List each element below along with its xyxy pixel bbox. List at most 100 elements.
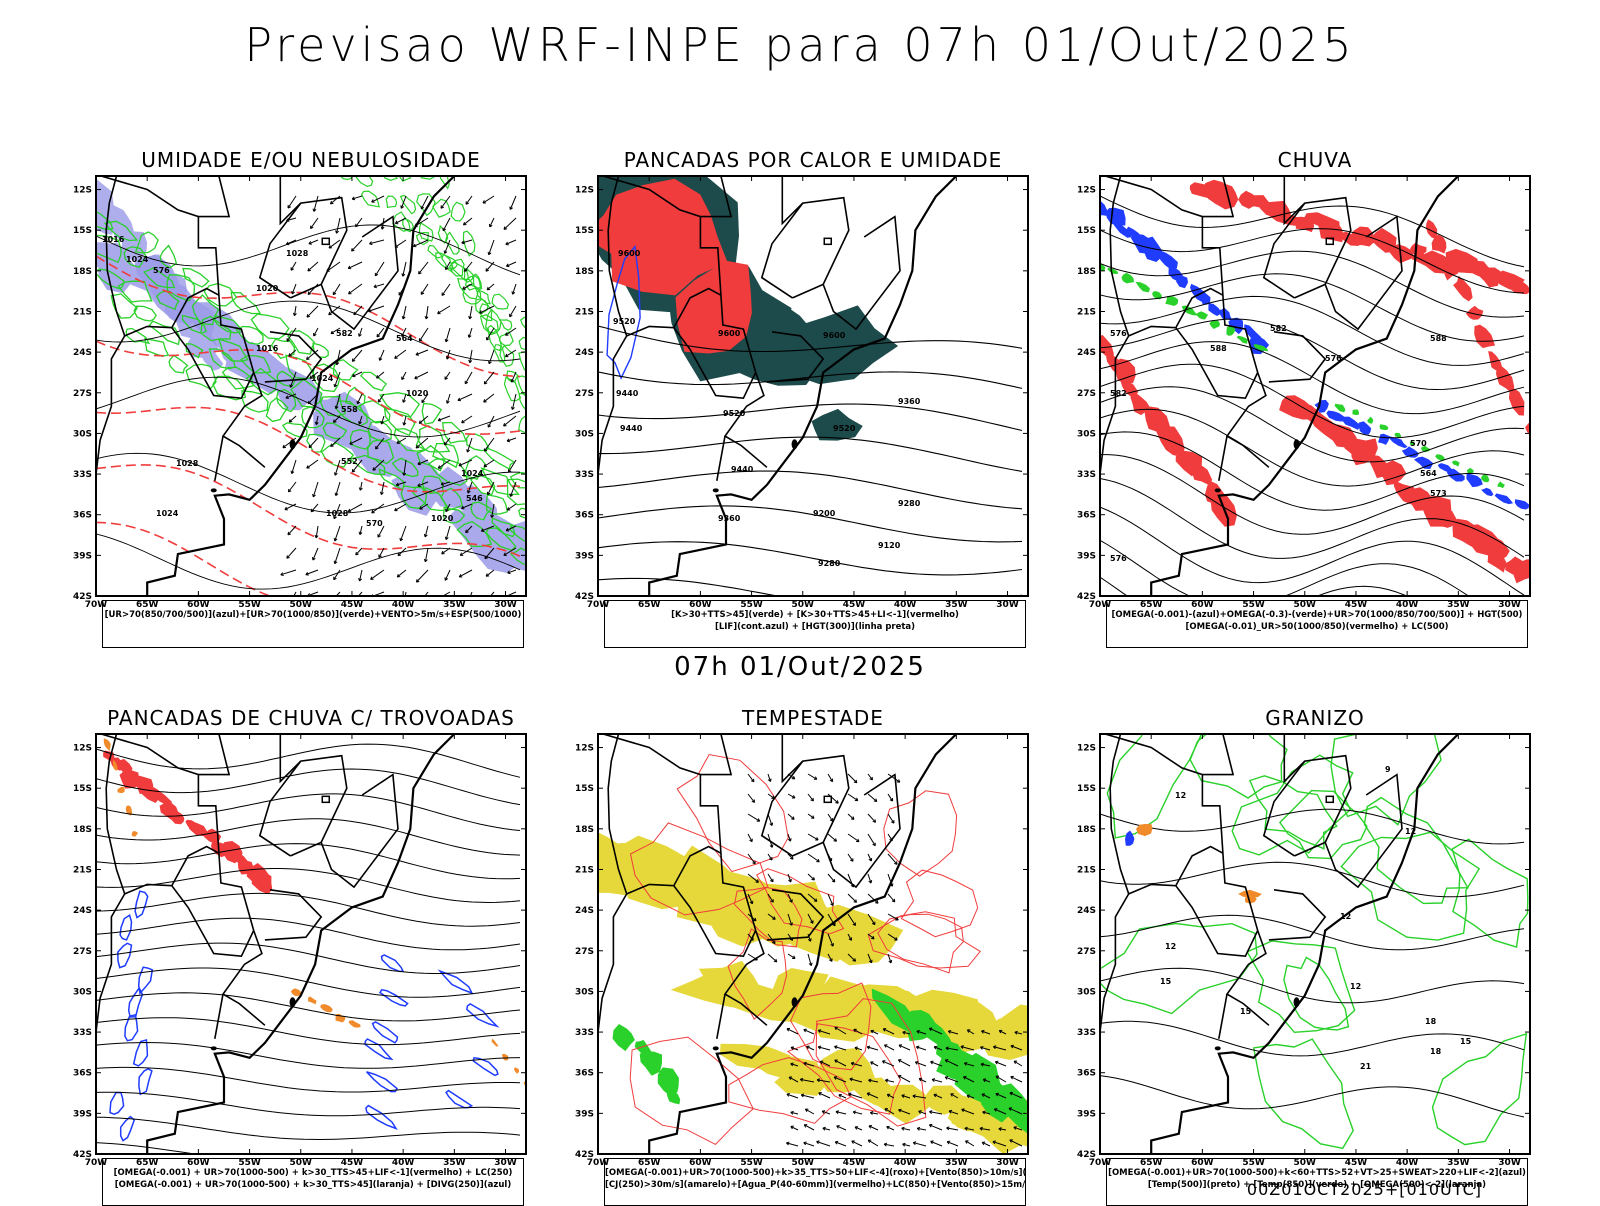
lif-contour [606,245,641,380]
wind-vector-head [791,816,795,820]
streamline-red [728,1057,852,1124]
panel-pancadas-calor: PANCADAS POR CALOR E UMIDADE 9600 9520 9600… [575,148,1029,648]
hail-blue-area [1125,830,1135,846]
k-tts-li-red-area [598,178,752,354]
wind-vector-head [483,463,487,468]
wind-vector-head [786,1093,790,1097]
wind-vector-head [788,878,792,883]
wind-vector-head [482,200,486,204]
wind-vector-head [928,1123,933,1128]
wind-vector [488,239,495,255]
wind-vector [803,1142,815,1147]
wind-vector-head [486,491,491,496]
streamline-red [786,1023,902,1115]
wind-vector [933,1094,943,1099]
wind-vector [503,547,517,556]
lon-tick-label: 50W [792,1158,815,1168]
lat-tick-label: 12S [1077,186,1096,196]
wind-vector [328,239,341,249]
wind-vector-head [789,922,793,926]
wind-vector-head [981,1093,985,1097]
wind-vector-head [810,920,814,924]
wind-vector [818,1092,831,1099]
lat-tick-label: 39S [73,1109,92,1119]
wind-vector-head [804,1108,809,1113]
wind-vector [401,327,407,337]
wind-vector-head [930,1060,934,1065]
lon-tick-label: 60W [187,1158,210,1168]
lat-tick-label: 18S [1077,825,1096,835]
wind-vector [380,481,385,495]
state-border [700,734,733,776]
wind-vector [351,239,363,252]
lat-tick-label: 12S [575,744,594,754]
wind-vector-head [915,1045,920,1050]
wind-vector-head [871,921,876,926]
wind-vector [998,1128,1007,1131]
wind-vector [512,283,517,295]
wind-vector [827,793,839,804]
wind-vector [395,217,407,224]
wind-vector-head [836,1125,840,1129]
wind-vector [505,239,517,245]
wind850-green-area [612,988,1028,1134]
wind-vector-head [483,380,488,385]
lat-tick-label: 30S [1077,987,1096,997]
wind-vector [967,1029,975,1035]
wind-vector-head [490,514,495,518]
lat-tick-label: 36S [73,1069,92,1079]
wind-vector [465,195,473,205]
wind-vector-head [441,292,445,296]
wind-vector [803,1062,815,1067]
state-border [822,773,901,889]
state-border [766,889,825,941]
state-border [602,734,768,1026]
lat-tick-label: 18S [73,825,92,835]
wind-vector-head [901,1094,905,1098]
contour-label: 9440 [616,389,639,398]
wind-vector-head [306,314,311,318]
wind-vector [373,283,385,288]
wind-vector [483,459,495,468]
wind-vector-head [395,482,400,487]
wind-vector-head [282,444,286,449]
divergence-contour [132,1039,149,1067]
wind-vector-head [787,838,792,842]
wind-vector [313,195,319,212]
wind-vector-head [444,577,449,581]
wind-vector-head [280,572,284,576]
lon-tick-label: 35W [443,1158,466,1168]
wind-vector-head [334,405,339,410]
lat-tick-label: 33S [1077,1028,1096,1038]
wind-vector-head [286,555,290,559]
wind-vector [485,569,495,577]
wind-vector-head [966,1094,971,1099]
wind-vector [444,371,451,380]
lat-tick-label: 12S [575,186,594,196]
wind-vector [358,327,363,337]
wind-vector [376,371,385,379]
wind-vector-head [767,778,772,782]
run-timestamp: 00Z01OCT2025+[010UTC] [1246,1180,1482,1199]
wind-vector-head [289,384,294,388]
wind-vector-head [291,290,295,295]
lat-tick-label: 18S [575,267,594,277]
state-border [1283,734,1306,784]
map-frame [597,733,1029,1155]
contour-label: 558 [341,405,358,414]
panel-title: CHUVA [1277,148,1353,172]
omega-blue-area [1100,200,1530,510]
wind-vector-head [789,899,793,903]
wind-vector-head [994,1060,999,1065]
legend-line: [UR>70(850/700/500)](azul)+[UR>70(1000/8… [104,610,522,620]
wind-vector-head [349,441,353,445]
wind-vector-head [371,509,375,514]
lagoa-dos-patos [289,439,296,450]
state-border [673,885,757,958]
wind-vector-head [918,1077,923,1082]
temp850-contour [1248,775,1338,850]
wind-vector [359,569,363,582]
wind-vector-head [830,902,834,906]
streamline [96,917,521,951]
wind-vector [916,1030,927,1035]
